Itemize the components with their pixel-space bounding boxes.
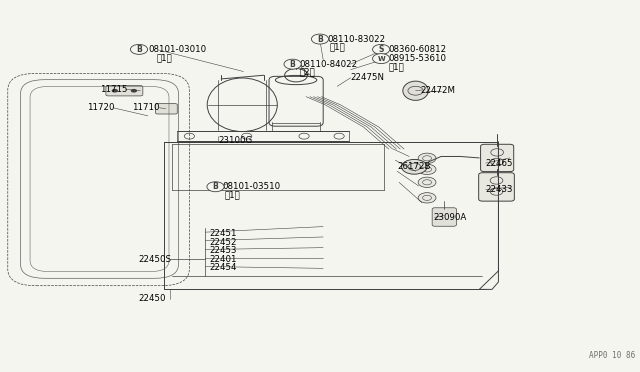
Text: 22451: 22451	[209, 229, 237, 238]
Text: 23090A: 23090A	[433, 213, 467, 222]
Text: 08360-60812: 08360-60812	[388, 45, 446, 54]
Text: 22401: 22401	[209, 254, 237, 264]
FancyBboxPatch shape	[106, 86, 143, 96]
Text: 22472M: 22472M	[420, 86, 455, 94]
Text: 23100G: 23100G	[218, 137, 252, 145]
Circle shape	[131, 89, 137, 93]
Text: 08101-03010: 08101-03010	[148, 45, 206, 54]
Circle shape	[418, 153, 436, 163]
Text: 22450S: 22450S	[138, 254, 172, 264]
Text: 08915-53610: 08915-53610	[388, 54, 446, 63]
Text: B: B	[290, 60, 296, 69]
Circle shape	[372, 54, 390, 64]
Text: 22465: 22465	[486, 158, 513, 168]
Text: （1）: （1）	[330, 43, 346, 52]
Circle shape	[418, 164, 436, 174]
FancyBboxPatch shape	[481, 144, 514, 171]
Text: （1）: （1）	[388, 62, 404, 72]
Text: B: B	[317, 35, 323, 44]
Text: 22453: 22453	[209, 246, 237, 255]
Text: （2）: （2）	[300, 68, 316, 77]
Circle shape	[401, 160, 427, 174]
Text: 08110-84022: 08110-84022	[300, 60, 358, 69]
Text: S: S	[378, 45, 384, 54]
Circle shape	[111, 89, 118, 93]
Ellipse shape	[403, 81, 428, 100]
Text: 11720: 11720	[88, 103, 115, 112]
FancyBboxPatch shape	[479, 173, 515, 201]
Text: （1）: （1）	[156, 53, 172, 62]
Circle shape	[207, 182, 224, 192]
Circle shape	[312, 34, 328, 44]
Text: 22433: 22433	[486, 185, 513, 194]
Circle shape	[418, 193, 436, 203]
Circle shape	[131, 44, 148, 54]
Text: 22454: 22454	[209, 263, 237, 272]
Circle shape	[284, 59, 301, 69]
Circle shape	[372, 44, 390, 54]
Text: W: W	[378, 56, 385, 62]
Text: B: B	[212, 182, 218, 191]
Text: APP0 10 86: APP0 10 86	[589, 351, 636, 360]
Circle shape	[418, 177, 436, 187]
Text: 11715: 11715	[100, 85, 127, 94]
FancyBboxPatch shape	[156, 104, 177, 114]
FancyBboxPatch shape	[432, 208, 456, 226]
Text: 08101-03510: 08101-03510	[223, 182, 280, 191]
Text: （1）: （1）	[225, 190, 240, 199]
Text: 22475N: 22475N	[351, 73, 385, 82]
Text: 26172B: 26172B	[397, 162, 431, 171]
Text: 11710: 11710	[132, 103, 159, 112]
Text: 08110-83022: 08110-83022	[328, 35, 386, 44]
Text: 22452: 22452	[209, 238, 237, 247]
Text: 22450: 22450	[138, 294, 166, 303]
Text: B: B	[136, 45, 142, 54]
